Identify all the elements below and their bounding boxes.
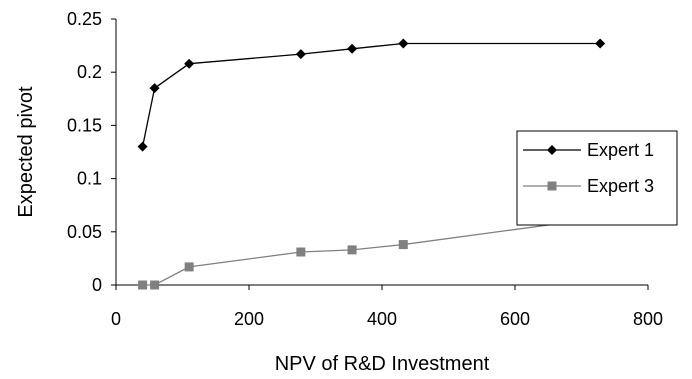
data-point — [184, 262, 194, 272]
data-point — [347, 245, 357, 255]
data-point — [184, 58, 195, 69]
data-point — [150, 280, 160, 290]
data-point — [296, 247, 306, 257]
y-tick-label: 0.05 — [67, 222, 102, 242]
series-1 — [137, 38, 606, 152]
y-tick-label: 0.1 — [77, 169, 102, 189]
x-tick-label: 600 — [500, 309, 530, 329]
legend-marker — [547, 145, 557, 155]
y-tick-label: 0.15 — [67, 115, 102, 135]
x-tick-label: 800 — [633, 309, 663, 329]
legend: Expert 1 Expert 3 — [516, 130, 678, 226]
legend-label: Expert 1 — [587, 140, 654, 160]
y-ticks: 0 0.05 0.1 0.15 0.2 0.25 — [67, 9, 116, 295]
legend-box — [516, 130, 678, 226]
series-line — [142, 217, 601, 286]
y-axis-label: Expected pivot — [15, 86, 37, 218]
plot-area: 0 0.05 0.1 0.15 0.2 0.25 0 200 400 600 800 — [67, 9, 663, 329]
x-ticks: 0 200 400 600 800 — [111, 285, 663, 329]
legend-marker — [547, 181, 557, 191]
legend-entry: Expert 1 — [523, 140, 654, 160]
data-point — [398, 38, 409, 49]
legend-entry: Expert 3 — [523, 176, 654, 196]
y-tick-label: 0.25 — [67, 9, 102, 29]
data-point — [347, 43, 358, 54]
x-tick-label: 200 — [234, 309, 264, 329]
series-layer — [137, 38, 606, 290]
data-point — [295, 49, 306, 60]
x-tick-label: 0 — [111, 309, 121, 329]
data-point — [137, 141, 148, 152]
x-axis-label: NPV of R&D Investment — [275, 353, 490, 375]
y-tick-label: 0 — [92, 275, 102, 295]
data-point — [149, 83, 160, 94]
y-tick-label: 0.2 — [77, 62, 102, 82]
legend-items: Expert 1 Expert 3 — [523, 140, 654, 196]
data-point — [398, 240, 408, 250]
data-point — [138, 280, 148, 290]
legend-label: Expert 3 — [587, 176, 654, 196]
data-point — [595, 38, 606, 49]
x-tick-label: 400 — [367, 309, 397, 329]
